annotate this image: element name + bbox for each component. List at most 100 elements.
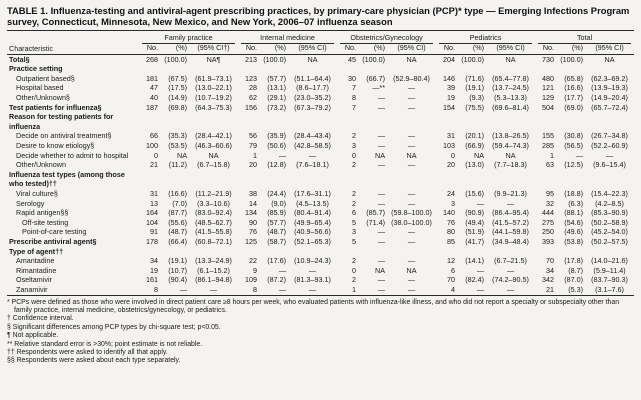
cell-ci: (86.1–94.8) [195, 275, 232, 285]
col-header-no: No. [436, 43, 458, 55]
cell-ci: (11.2–21.9) [195, 189, 232, 199]
cell-pct: (73.2) [267, 102, 286, 112]
cell-ci: (4.5–13.5) [296, 198, 329, 208]
column-group-label: Internal medicine [241, 33, 334, 44]
cell-pct: — [377, 284, 385, 294]
cell-pct: (69.0) [564, 102, 584, 112]
data-row: Point-of-care testing 91 (48.7) (41.5–55.8)… [7, 227, 634, 237]
cell-no: 156 [245, 102, 257, 112]
row-label: Serology [16, 198, 45, 208]
cell-no: 154 [443, 102, 456, 112]
cell-ci: (49.9–65.4) [294, 217, 331, 227]
cell-ci: — [407, 131, 416, 141]
cell-pct: — [377, 275, 385, 285]
cell-ci: (52.2–60.9) [591, 141, 628, 151]
row-label: Zanamivir [16, 284, 48, 294]
cell-pct: (57.7) [267, 73, 286, 83]
cell-no: 31 [150, 189, 158, 199]
cell-ci: NA [406, 150, 417, 160]
cell-pct: (67.5) [168, 73, 187, 83]
column-group-header: Pediatrics [436, 31, 535, 44]
cell-pct: (12.8) [267, 160, 286, 170]
cell-no: 7 [352, 83, 356, 93]
cell-pct: — [377, 131, 385, 141]
cell-ci: (85.3–90.9) [591, 208, 628, 218]
cell-ci: — [506, 198, 515, 208]
cell-pct: (100.0) [362, 54, 385, 64]
data-row: Desire to know etiology§ 100 (53.5) (46.3–6… [7, 141, 634, 151]
cell-ci: (6.1–15.2) [197, 265, 230, 275]
cell-no: 30 [348, 73, 356, 83]
cell-no: 12 [447, 256, 456, 266]
cell-ci: (14.0–21.6) [591, 256, 628, 266]
section-row: Type of agent†† [7, 247, 634, 257]
cell-no: 0 [451, 150, 456, 160]
col-header-ci: (95% CI) [387, 43, 437, 55]
row-label: Point-of-care testing [22, 227, 87, 237]
cell-ci: (17.6–31.1) [294, 189, 331, 199]
cell-no: 47 [150, 83, 158, 93]
cell-pct: (53.8) [564, 236, 584, 246]
cell-pct: (16.6) [168, 189, 187, 199]
cell-no: 121 [542, 83, 555, 93]
cell-no: 134 [245, 208, 257, 218]
cell-ci: (26.7–34.8) [591, 131, 628, 141]
column-group-label: Pediatrics [439, 33, 533, 44]
cell-pct: (9.3) [469, 93, 485, 103]
cell-ci: (38.0–100.0) [391, 217, 432, 227]
cell-no: 187 [146, 102, 158, 112]
cell-ci: (3.1–7.6) [595, 284, 624, 294]
col-header-pct: (%) [457, 43, 487, 55]
cell-pct: — [575, 150, 584, 160]
cell-ci: — [308, 265, 317, 275]
col-header-ci: (95% CI†) [189, 43, 238, 55]
cell-ci: (3.3–10.6) [197, 198, 230, 208]
characteristic-header: Characteristic [7, 30, 139, 55]
cell-no: 730 [542, 54, 555, 64]
cell-pct: (19.1) [168, 256, 187, 266]
cell-ci: (59.8–100.0) [391, 208, 432, 218]
row-label: Desire to know etiology§ [16, 141, 95, 151]
cell-pct: — [377, 189, 385, 199]
cell-pct: (9.0) [271, 198, 286, 208]
cell-ci: (13.8–26.5) [492, 131, 529, 141]
data-row: Prescribe antiviral agent§ 178 (66.4) (60.8… [7, 237, 634, 247]
cell-ci: NA [505, 54, 516, 64]
row-label: Rapid antigen§§ [16, 208, 69, 218]
col-header-no: No. [337, 43, 358, 55]
cell-pct: (29.1) [267, 93, 286, 103]
cell-ci: — [506, 284, 515, 294]
footnote: †† Respondents were asked to identify al… [7, 348, 168, 356]
cell-no: 104 [146, 217, 158, 227]
cell-ci: — [407, 236, 416, 246]
cell-ci: (9.6–15.4) [593, 160, 626, 170]
cell-no: 38 [249, 189, 257, 199]
footnote: § Significant differences among PCP type… [7, 323, 221, 331]
cell-no: 103 [443, 141, 456, 151]
col-header-pct: (%) [259, 43, 288, 55]
data-table: Characteristic Family practice Internal m… [7, 30, 635, 296]
cell-ci: — [407, 275, 416, 285]
cell-no: 2 [352, 275, 356, 285]
cell-pct: (100.0) [461, 54, 485, 64]
cell-ci: (7.6–18.1) [296, 160, 329, 170]
cell-pct: (71.6) [465, 73, 485, 83]
cell-pct: (6.3) [568, 198, 584, 208]
section-label: Influenza test types (among those who te… [9, 169, 125, 189]
cell-pct: (35.3) [168, 131, 187, 141]
column-group-label: Family practice [142, 33, 235, 44]
cell-ci: NA [208, 150, 219, 160]
cell-no: 146 [443, 73, 456, 83]
cell-ci: (80.4–91.4) [294, 208, 331, 218]
cell-pct: (87.2) [267, 275, 286, 285]
cell-pct: (11.2) [168, 160, 187, 170]
cell-no: 62 [249, 93, 257, 103]
data-row: Other/Unknown 21 (11.2) (6.7–15.8) 20 (12.8) (… [7, 160, 634, 170]
cell-no: 3 [352, 141, 356, 151]
cell-pct: — [278, 150, 286, 160]
row-label: Oseltamivir [16, 275, 52, 285]
cell-pct: (50.6) [267, 141, 286, 151]
cell-pct: NA [375, 150, 385, 160]
cell-pct: (13.0) [465, 160, 485, 170]
sub-header-row: No. (%) (95% CI†) No. (%) (95% CI) No. (%) (95% … [7, 43, 635, 55]
